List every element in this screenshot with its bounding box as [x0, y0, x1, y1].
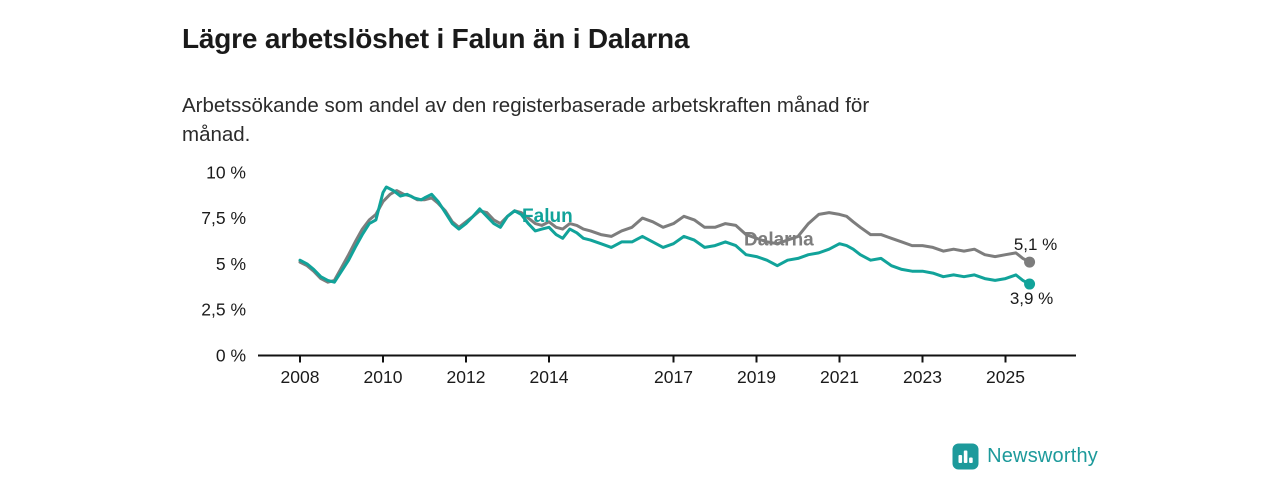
chart-subtitle: Arbetssökande som andel av den registerb… — [182, 93, 870, 146]
series-end-dot-dalarna — [1024, 256, 1036, 268]
x-tick-label: 2021 — [820, 367, 859, 387]
newsworthy-logo-icon — [952, 443, 979, 470]
x-tick-label: 2012 — [447, 367, 486, 387]
x-tick-label: 2010 — [364, 367, 403, 387]
end-value-label-dalarna: 5,1 % — [1014, 235, 1057, 254]
x-tick-label: 2014 — [530, 367, 569, 387]
page-title: Lägre arbetslöshet i Falun än i Dalarna — [182, 22, 690, 54]
x-tick-label: 2025 — [986, 367, 1025, 387]
x-tick-label: 2023 — [903, 367, 942, 387]
y-tick-label: 10 % — [206, 162, 246, 182]
end-value-label-falun: 3,9 % — [1010, 289, 1053, 308]
series-label-dalarna: Dalarna — [744, 230, 814, 251]
newsworthy-branding: Newsworthy — [952, 443, 1098, 470]
y-tick-label: 7,5 % — [201, 208, 246, 228]
x-tick-label: 2017 — [654, 367, 693, 387]
y-tick-label: 5 % — [216, 254, 246, 274]
y-tick-label: 0 % — [216, 346, 246, 366]
y-tick-label: 2,5 % — [201, 300, 246, 320]
newsworthy-logo-text: Newsworthy — [987, 445, 1098, 467]
series-line-falun — [298, 185, 1032, 286]
series-label-falun: Falun — [522, 206, 573, 227]
x-tick-label: 2008 — [281, 367, 320, 387]
series-end-dot-falun — [1024, 278, 1036, 290]
series-line-dalarna — [298, 189, 1032, 284]
x-tick-label: 2019 — [737, 367, 776, 387]
